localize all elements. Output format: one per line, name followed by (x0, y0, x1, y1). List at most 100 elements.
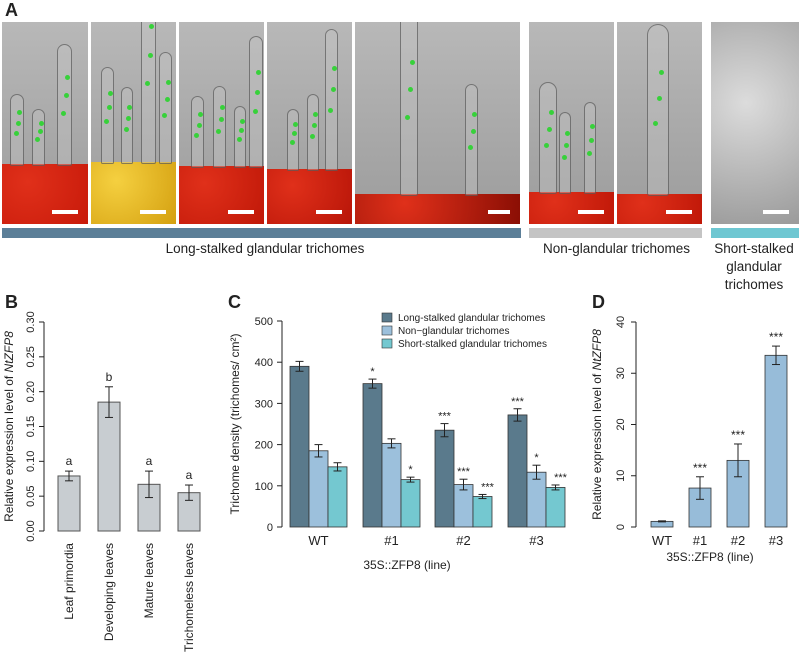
gfp-signal (104, 119, 110, 124)
gfp-signal (293, 122, 298, 127)
trichome (57, 44, 72, 166)
trichome (10, 94, 24, 166)
gfp-signal (64, 75, 70, 80)
trichome (213, 86, 226, 168)
panel-a-label: A (5, 0, 18, 20)
bar (57, 475, 81, 532)
gfp-signal (124, 127, 129, 132)
gfp-signal (17, 110, 23, 115)
significance-mark: *** (731, 428, 745, 442)
legend-swatch (381, 338, 393, 349)
trichome (325, 29, 338, 171)
gfp-signal (256, 70, 262, 75)
ylabel-text: Relative expression level of (2, 372, 16, 521)
x-tick-label: #2 (731, 533, 745, 548)
legend-label: Long-stalked glandular trichomes (398, 313, 545, 324)
legend-swatch (381, 312, 393, 323)
gfp-signal (165, 80, 171, 85)
gfp-signal (562, 155, 567, 160)
y-tick-label: 0.10 (25, 451, 37, 472)
ylabel-gene: NtZFP8 (2, 331, 16, 373)
significance-mark: *** (554, 472, 568, 484)
leaf-tissue (267, 169, 352, 224)
micrograph-background (711, 22, 799, 224)
gfp-signal (408, 87, 413, 93)
leaf-tissue (529, 192, 614, 224)
significance-mark: *** (769, 330, 783, 344)
trichome (121, 87, 133, 164)
trichome (191, 96, 204, 168)
bar (434, 429, 455, 528)
gfp-signal (239, 128, 244, 133)
y-tick-label: 0.20 (25, 381, 37, 402)
gfp-signal (16, 120, 21, 126)
gfp-signal (547, 126, 552, 132)
gfp-signal (196, 122, 202, 128)
gfp-signal (255, 89, 260, 95)
long-stalked-group-label: Long-stalked glandular trichomes (165, 241, 365, 256)
non-glandular-group-strip (529, 228, 702, 238)
gfp-signal (471, 112, 477, 117)
significance-mark: *** (481, 481, 495, 493)
bar (97, 401, 121, 532)
x-tick-label: Developing leaves (102, 543, 116, 641)
x-tick-label: #1 (693, 533, 707, 548)
gfp-signal (240, 119, 245, 124)
scale-bar (228, 210, 254, 214)
significance-mark: *** (457, 466, 471, 478)
significance-mark: * (408, 464, 413, 476)
y-axis-label: Relative expression level of NtZFP8 (590, 329, 604, 520)
micrograph-background (355, 22, 520, 224)
gfp-signal (468, 145, 474, 150)
y-tick-label: 30 (615, 367, 627, 379)
y-axis-label: Relative expression level of NtZFP8 (2, 331, 16, 522)
gfp-signal (548, 110, 554, 115)
gfp-signal (587, 151, 592, 156)
micrograph-panel (2, 22, 88, 224)
gfp-signal (659, 70, 664, 75)
panel-b-label: B (5, 292, 18, 312)
trichome (647, 24, 669, 196)
micrograph-panel (529, 22, 614, 224)
gfp-signal (194, 133, 200, 138)
trichome (539, 82, 557, 194)
significance-letter: a (146, 454, 153, 468)
micrograph-panel (711, 22, 799, 224)
gfp-signal (219, 105, 225, 110)
gfp-signal (63, 93, 69, 98)
ylabel-gene: NtZFP8 (590, 329, 604, 371)
bar (362, 383, 383, 528)
gfp-signal (590, 124, 595, 129)
leaf-tissue (2, 164, 88, 224)
bar (545, 487, 566, 528)
y-tick-label: 0 (267, 522, 273, 534)
gfp-signal (13, 131, 19, 136)
y-tick-label: 40 (615, 316, 627, 328)
gfp-signal (328, 108, 334, 113)
micrograph-panel (179, 22, 264, 224)
gfp-signal (35, 137, 41, 142)
panel-b-chart: 0.00 0.05 0.10 0.15 0.20 0.25 0.30 Relative exp… (2, 311, 201, 652)
significance-letter: b (106, 370, 113, 384)
short-stalked-group-strip (711, 228, 799, 238)
x-axis-label: 35S::ZFP8 (line) (666, 550, 753, 564)
y-tick-label: 10 (615, 470, 627, 482)
gfp-signal (237, 137, 242, 142)
trichome (559, 112, 571, 194)
y-tick-label: 400 (255, 357, 273, 369)
gfp-signal (164, 96, 170, 102)
gfp-signal (404, 115, 410, 120)
leaf-tissue (617, 194, 702, 224)
gfp-signal (37, 128, 43, 134)
gfp-signal (330, 87, 336, 92)
significance-letter: a (186, 468, 193, 482)
scale-bar (763, 210, 789, 214)
significance-mark: *** (693, 461, 707, 475)
y-tick-label: 0.30 (25, 311, 37, 332)
y-tick-label: 20 (615, 418, 627, 430)
micrograph-panel (91, 22, 176, 224)
panel-c-chart: 0 100 200 300 400 500 Trichome density (tricho… (228, 312, 568, 572)
significance-mark: *** (438, 411, 452, 423)
scale-bar (578, 210, 604, 214)
gfp-signal (310, 134, 315, 139)
